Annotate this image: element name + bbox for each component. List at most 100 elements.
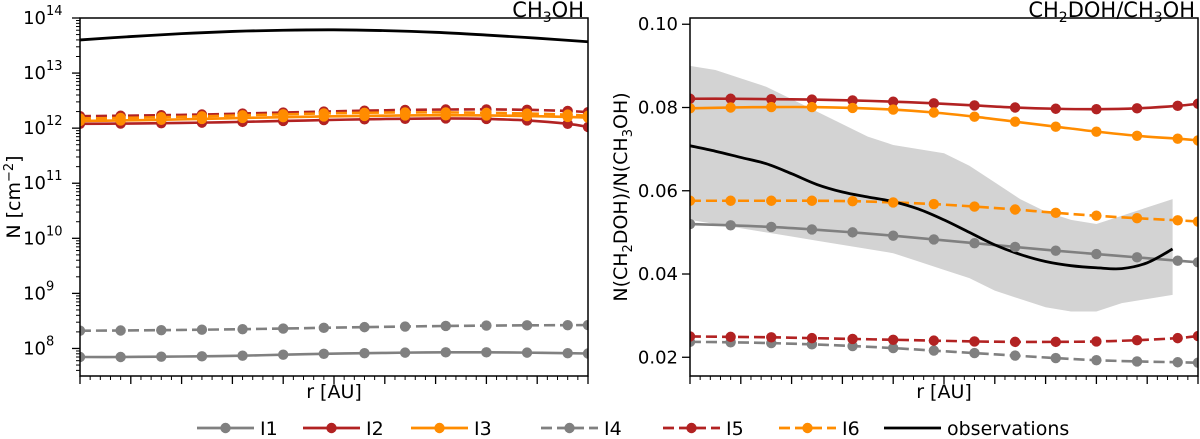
- right-panel-title: CH2DOH/CH3OH: [1028, 0, 1195, 26]
- left-y-axis-label: N [cm−2]: [2, 155, 25, 238]
- right-point-i5: [847, 333, 858, 345]
- right-point-i1: [969, 238, 980, 249]
- right-point-i3: [969, 111, 980, 122]
- left-panel-title: CH3OH: [512, 0, 584, 26]
- legend-item-i2: I2: [303, 418, 384, 439]
- right-point-i4: [928, 345, 940, 356]
- right-point-i2: [969, 100, 980, 111]
- left-point-i1: [156, 351, 167, 362]
- left-series-line-observations: [80, 28, 588, 44]
- left-y-tick-exponent: 11: [46, 169, 63, 184]
- right-point-i6: [1131, 213, 1143, 224]
- right-point-i1: [928, 234, 940, 245]
- left-y-tick-base: 10: [23, 228, 46, 249]
- legend-label-i4: I4: [604, 418, 622, 439]
- left-y-tick-base: 10: [23, 283, 46, 304]
- right-x-ticks: [689, 376, 1199, 384]
- left-point-i6: [399, 107, 411, 118]
- right-point-i1: [725, 220, 736, 231]
- right-point-i1: [1050, 245, 1061, 256]
- left-point-i6: [156, 112, 167, 123]
- right-point-i5: [725, 331, 736, 343]
- right-point-i2: [928, 98, 940, 109]
- right-point-i1: [1131, 252, 1143, 263]
- right-point-i6: [766, 195, 777, 206]
- right-point-i1: [1091, 248, 1102, 260]
- left-point-i6: [196, 111, 208, 122]
- left-point-i6: [582, 110, 588, 121]
- right-point-i1: [1009, 241, 1021, 253]
- right-point-i5: [690, 331, 696, 342]
- left-point-i4: [156, 324, 167, 336]
- right-point-i3: [1009, 116, 1021, 127]
- left-point-i4: [481, 320, 492, 331]
- right-point-i1: [806, 224, 818, 235]
- right-plot-area: [690, 65, 1198, 368]
- legend-item-i6: I6: [779, 418, 860, 439]
- right-point-i4: [1172, 357, 1183, 368]
- right-point-i1: [1192, 257, 1198, 268]
- left-y-tick-label: 10: [23, 173, 46, 194]
- legend-item-i4: I4: [541, 418, 622, 439]
- left-y-tick-exponent: 12: [46, 114, 63, 129]
- right-point-i6: [1192, 216, 1198, 227]
- left-point-i1: [481, 347, 492, 358]
- right-point-i5: [1172, 332, 1183, 344]
- left-y-tick-label: 10: [23, 8, 46, 29]
- left-point-i1: [80, 351, 86, 363]
- left-y-tick-base: 10: [23, 8, 46, 29]
- right-point-i3: [725, 102, 736, 113]
- left-point-i1: [115, 351, 126, 363]
- left-y-tick-label: 10: [23, 118, 46, 139]
- right-point-i5: [1009, 336, 1021, 348]
- legend-label-i5: I5: [726, 418, 744, 439]
- right-point-i1: [1172, 255, 1183, 266]
- left-y-tick-base: 10: [23, 338, 46, 359]
- left-point-i4: [237, 323, 248, 335]
- left-y-tick-base: 10: [23, 63, 46, 84]
- left-point-i4: [359, 321, 370, 333]
- right-point-i2: [1131, 103, 1143, 114]
- left-point-i4: [80, 325, 86, 336]
- right-point-i2: [888, 96, 899, 107]
- left-point-i6: [318, 108, 330, 119]
- right-point-i6: [888, 197, 899, 208]
- left-point-i1: [318, 348, 330, 359]
- left-point-i1: [237, 350, 248, 361]
- right-point-i3: [690, 103, 696, 114]
- right-point-i6: [1172, 215, 1183, 226]
- left-point-i4: [562, 319, 573, 331]
- left-point-i1: [359, 348, 370, 359]
- right-point-i2: [1050, 103, 1061, 114]
- right-y-tick-label: 0.02: [638, 347, 678, 368]
- left-point-i4: [399, 321, 411, 332]
- right-point-i3: [1091, 126, 1102, 137]
- left-point-i1: [562, 348, 573, 359]
- left-point-i2: [582, 121, 588, 133]
- right-y-tick-label: 0.08: [638, 98, 678, 119]
- right-y-axis-label: N(CH2DOH)/N(CH3OH): [610, 92, 636, 301]
- right-point-i2: [1091, 103, 1102, 115]
- right-point-i1: [888, 230, 899, 241]
- legend-marker-i1: [220, 422, 231, 434]
- panel-right: CH2DOH/CH3OH r [AU] N(CH2DOH)/N(CH3OH) 0…: [610, 0, 1199, 403]
- legend-item-i3: I3: [411, 418, 492, 439]
- right-point-i3: [806, 101, 818, 113]
- right-point-i6: [690, 195, 696, 206]
- right-point-i5: [1091, 336, 1102, 347]
- left-y-tick-label: 10: [23, 338, 46, 359]
- left-point-i1: [278, 349, 289, 360]
- left-point-i4: [196, 324, 208, 335]
- left-point-i4: [115, 325, 126, 336]
- right-point-i4: [1009, 350, 1021, 361]
- right-point-i6: [725, 195, 736, 206]
- right-point-i5: [1050, 336, 1061, 348]
- right-point-i3: [888, 104, 899, 115]
- legend-marker-i5: [686, 422, 697, 434]
- legend-label-i6: I6: [842, 418, 860, 439]
- right-point-i2: [725, 93, 736, 104]
- legend-label-observations: observations: [947, 418, 1069, 439]
- legend-marker-i2: [326, 422, 337, 434]
- right-point-i3: [847, 102, 858, 114]
- legend-item-i1: I1: [197, 418, 278, 439]
